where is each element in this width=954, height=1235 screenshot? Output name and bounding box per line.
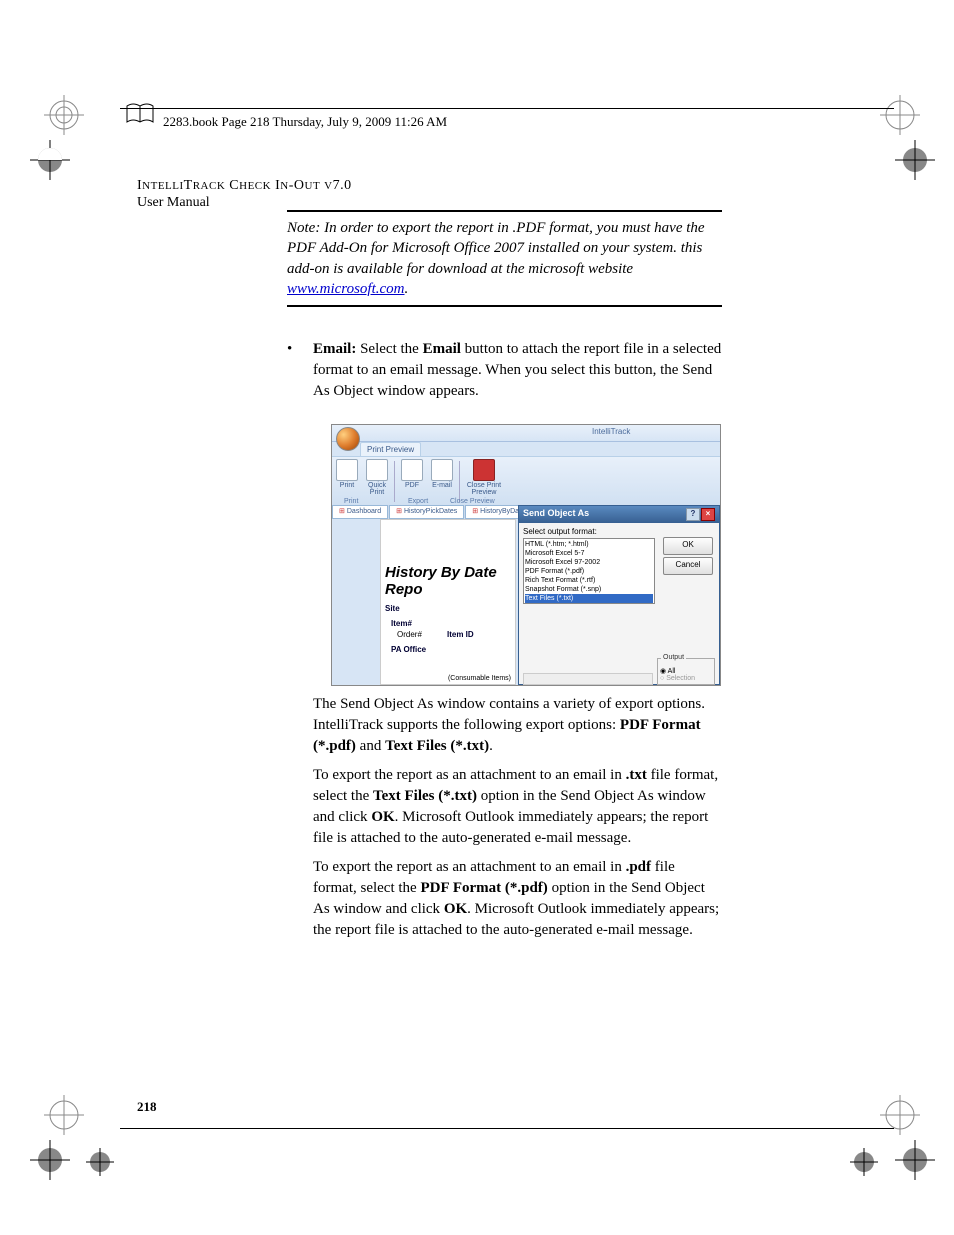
reg-mark-icon xyxy=(86,1148,114,1176)
group-label: Print xyxy=(344,498,358,505)
close-icon[interactable]: × xyxy=(701,508,715,521)
reg-mark-icon xyxy=(895,1140,935,1180)
quick-print-button[interactable]: Quick Print xyxy=(362,457,392,506)
book-icon xyxy=(125,102,155,126)
send-object-dialog: Send Object As ?× Select output format: … xyxy=(518,505,720,685)
paragraph-3: To export the report as an attachment to… xyxy=(313,857,722,941)
footer-rule xyxy=(120,1128,894,1129)
page-number: 218 xyxy=(137,1099,157,1115)
help-icon[interactable]: ? xyxy=(686,508,700,521)
list-item[interactable]: Snapshot Format (*.snp) xyxy=(525,585,653,594)
report-title: History By Date Repo xyxy=(385,564,511,598)
reg-mark-icon xyxy=(44,95,84,135)
title-bar xyxy=(332,425,720,442)
reg-mark-icon xyxy=(880,1095,920,1135)
paragraph-2: To export the report as an attachment to… xyxy=(313,765,722,849)
radio-all[interactable]: ◉ All xyxy=(660,667,712,675)
ribbon-toolbar: Print Quick Print PDF E-mail Close Print… xyxy=(332,456,720,507)
item-label: Item# xyxy=(391,619,511,628)
paragraph-1: The Send Object As window contains a var… xyxy=(313,694,722,757)
format-listbox[interactable]: HTML (*.htm; *.html) Microsoft Excel 5-7… xyxy=(523,538,655,604)
list-item[interactable]: Microsoft Excel 5-7 xyxy=(525,549,653,558)
dialog-titlebar: Send Object As ?× xyxy=(519,506,719,523)
microsoft-link[interactable]: www.microsoft.com xyxy=(287,281,405,297)
reg-mark-icon xyxy=(44,1095,84,1135)
ok-button[interactable]: OK xyxy=(663,537,713,555)
doc-subtitle: User Manual xyxy=(137,195,210,211)
header-rule xyxy=(120,108,894,109)
reg-mark-icon xyxy=(895,140,935,180)
note-rule-bottom xyxy=(287,305,722,307)
format-label: Select output format: xyxy=(523,527,715,536)
reg-mark-icon xyxy=(880,95,920,135)
printer-icon xyxy=(336,459,358,481)
group-label: Close Preview xyxy=(450,498,495,505)
radio-selection: ○ Selection xyxy=(660,675,712,682)
tab-dashboard[interactable]: ⊞Dashboard xyxy=(332,505,388,519)
output-group: Output ◉ All ○ Selection xyxy=(657,658,715,685)
note-text: Note: In order to export the report in .… xyxy=(287,218,722,299)
screenshot-figure: IntelliTrack Print Preview Print Quick P… xyxy=(331,424,721,686)
reg-mark-icon xyxy=(30,1140,70,1180)
doc-title: INTELLITRACK CHECK IN-OUT V7.0 xyxy=(137,178,352,194)
close-icon xyxy=(473,459,495,481)
list-item[interactable]: Rich Text Format (*.rtf) xyxy=(525,576,653,585)
list-item[interactable]: HTML (*.htm; *.html) xyxy=(525,540,653,549)
office-orb-icon[interactable] xyxy=(336,427,360,451)
bullet-marker: • xyxy=(287,339,313,402)
reg-mark-icon xyxy=(850,1148,878,1176)
scrollbar[interactable] xyxy=(523,673,653,685)
email-bullet: • Email: Select the Email button to atta… xyxy=(287,339,722,402)
email-icon xyxy=(431,459,453,481)
tab-history-pick[interactable]: ⊞HistoryPickDates xyxy=(389,505,464,519)
group-label: Export xyxy=(408,498,428,505)
site-label: Site xyxy=(385,604,511,613)
list-item[interactable]: Microsoft Excel 97-2002 xyxy=(525,558,653,567)
reg-mark-icon xyxy=(30,140,70,180)
app-title: IntelliTrack xyxy=(592,427,630,436)
ribbon-tab[interactable]: Print Preview xyxy=(360,442,421,456)
pdf-icon xyxy=(401,459,423,481)
page-header: 2283.book Page 218 Thursday, July 9, 200… xyxy=(163,114,447,130)
nav-pane xyxy=(332,519,380,685)
report-row: Order#Item ID xyxy=(385,630,511,639)
printer-icon xyxy=(366,459,388,481)
consumable-label: (Consumable Items) xyxy=(448,675,511,682)
list-item-selected[interactable]: Text Files (*.txt) xyxy=(525,594,653,603)
report-preview: History By Date Repo Site Item# Order#It… xyxy=(380,519,516,685)
cancel-button[interactable]: Cancel xyxy=(663,557,713,575)
list-item[interactable]: PDF Format (*.pdf) xyxy=(525,567,653,576)
note-rule-top xyxy=(287,210,722,212)
pa-office: PA Office xyxy=(391,645,511,654)
